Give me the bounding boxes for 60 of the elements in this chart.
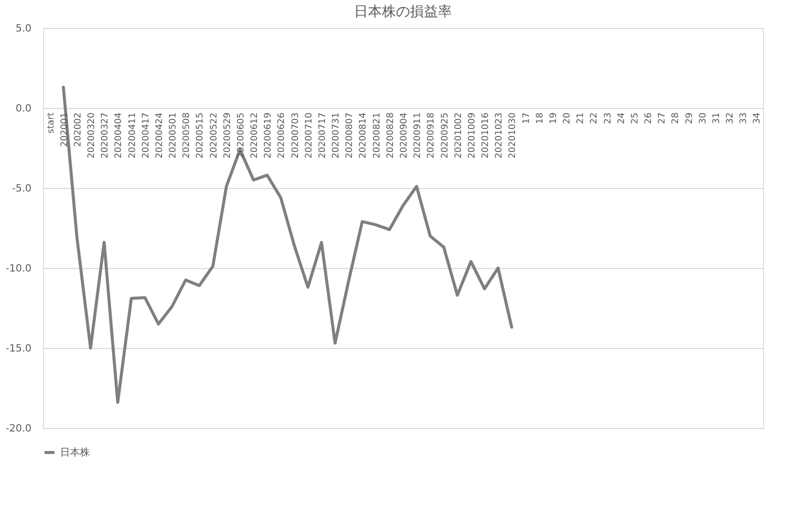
- x-tick-label: 17: [522, 112, 532, 124]
- x-tick-label: start: [46, 112, 56, 134]
- x-tick-label: 20200626: [277, 112, 288, 158]
- x-tick-label: 20200710: [304, 112, 314, 158]
- x-tick-label: 20201023: [494, 112, 505, 158]
- line-series: [62, 86, 514, 404]
- y-tick-label: 0.0: [16, 104, 32, 114]
- x-tick-label: 202002: [73, 112, 84, 147]
- x-tick-label: 20200529: [222, 112, 233, 158]
- x-tick-label: 20200925: [440, 112, 450, 158]
- x-tick-label: 26: [644, 112, 654, 124]
- x-tick-label: 20200703: [290, 112, 301, 158]
- x-tick-label: 33: [739, 112, 750, 124]
- x-tick-label: 20200828: [386, 112, 396, 158]
- x-tick-label: 20200717: [318, 112, 328, 158]
- x-tick-label: 29: [684, 112, 695, 124]
- x-tick-label: 20200612: [250, 112, 260, 158]
- x-tick-label: 20200522: [209, 112, 220, 158]
- chart-title: 日本株の損益率: [354, 4, 452, 20]
- x-tick-label: 20: [562, 112, 573, 124]
- x-tick-label: 20200411: [128, 112, 138, 158]
- x-tick-label: 20200327: [100, 112, 111, 158]
- x-tick-label: 20201016: [481, 112, 492, 158]
- x-tick-label: 20200918: [426, 112, 437, 158]
- y-tick-label: -20.0: [6, 424, 32, 434]
- x-tick-label: 19: [548, 112, 559, 124]
- x-tick-label: 20200731: [332, 112, 342, 158]
- x-tick-label: 20200814: [358, 112, 369, 158]
- x-tick-label: 20200821: [372, 112, 382, 158]
- x-tick-label: 30: [698, 112, 708, 124]
- x-tick-label: 20200515: [196, 112, 206, 158]
- x-tick-label: 24: [616, 112, 627, 124]
- x-tick-label: 20200417: [141, 112, 152, 158]
- x-tick-label: 20200904: [400, 112, 410, 158]
- x-tick-label: 28: [671, 112, 682, 124]
- x-tick-label: 20200320: [87, 112, 98, 158]
- x-tick-label: 20200508: [182, 112, 192, 158]
- x-tick-label: 20200619: [264, 112, 274, 158]
- x-tick-label: 23: [603, 112, 614, 124]
- x-tick-label: 18: [535, 112, 546, 124]
- x-tick-label: 32: [726, 112, 736, 124]
- y-tick-label: -5.0: [12, 184, 32, 194]
- x-tick-label: 20200807: [345, 112, 356, 158]
- y-tick-label: 5.0: [16, 24, 32, 34]
- x-tick-label: 20200424: [154, 112, 165, 158]
- x-tick-label: 34: [752, 112, 763, 124]
- legend-label: 日本株: [60, 446, 90, 458]
- y-tick-label: -15.0: [6, 344, 32, 354]
- x-tick-label: 20201030: [508, 112, 518, 158]
- x-tick-label: 20200501: [168, 112, 179, 158]
- x-tick-label: 20200911: [413, 112, 424, 158]
- x-tick-label: 20200404: [114, 112, 124, 158]
- x-tick-label: 20201009: [467, 112, 478, 158]
- x-tick-label: 27: [658, 112, 668, 124]
- x-tick-label: 25: [630, 112, 640, 124]
- x-tick-label: 22: [590, 112, 600, 124]
- x-tick-label: 31: [712, 112, 722, 124]
- y-tick-label: -10.0: [6, 264, 32, 274]
- x-tick-label: 21: [576, 112, 586, 124]
- x-tick-label: 20201002: [454, 112, 464, 158]
